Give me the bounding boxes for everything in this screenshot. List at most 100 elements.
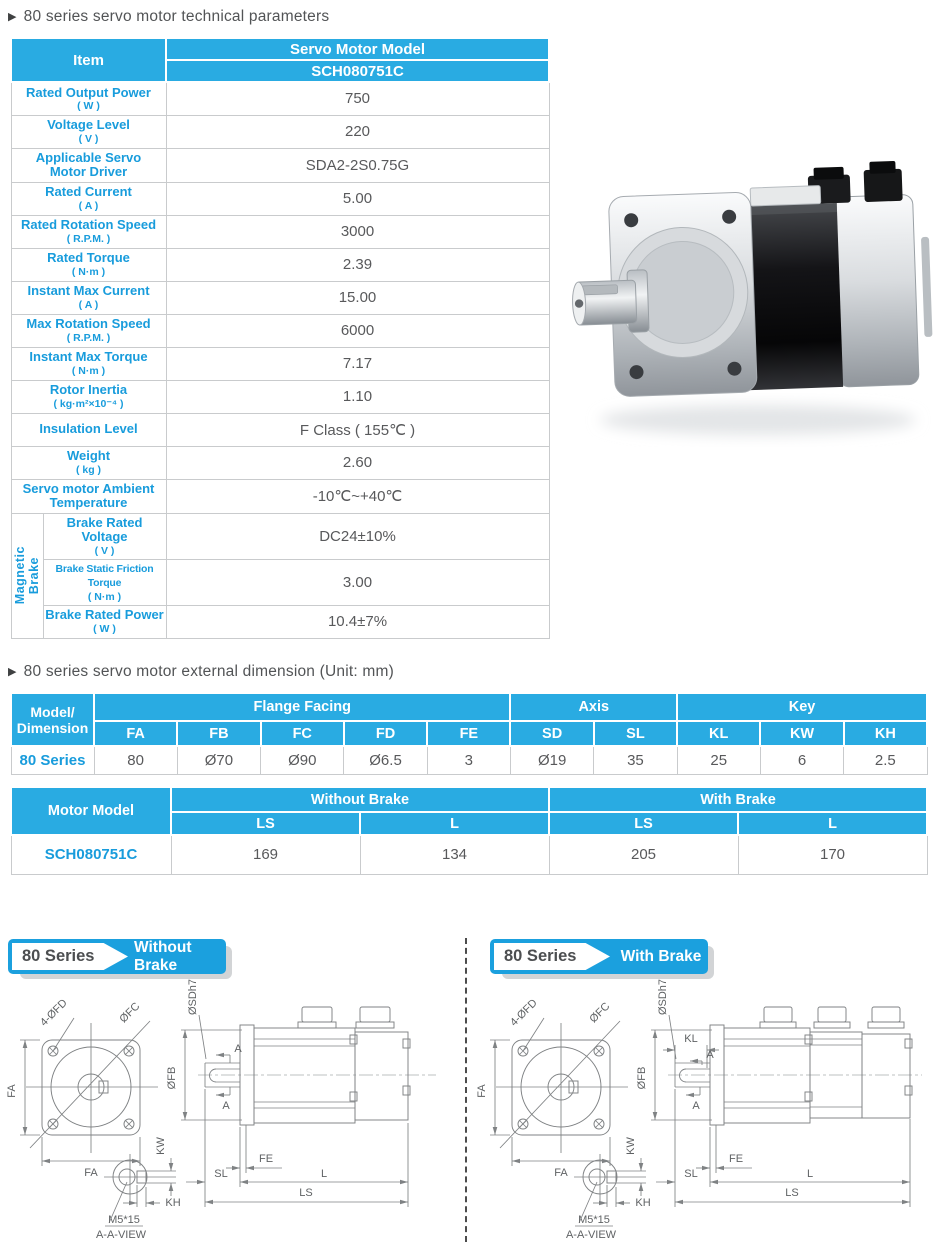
tech-row-label: Instant Max Current( A ) (10, 280, 167, 315)
section-bullet-icon: ▶ (8, 666, 17, 678)
dim-label-l: L (807, 1168, 813, 1180)
tech-table-row: Rated Torque( N·m ) 2.39 (10, 247, 550, 282)
dim-label-m5: M5*15 (108, 1214, 140, 1226)
tech-table-row: Max Rotation Speed( R.P.M. ) 6000 (10, 313, 550, 348)
brake-col-header: L (737, 811, 928, 836)
drawing-divider (465, 938, 467, 1242)
drawing-with-brake: 4-ØFD ØFC FA FA ØSDh7 ØFB A FE SL KL A L LS KW KH M5*15… (476, 979, 922, 1241)
tech-row-label-text: Rated Current (45, 184, 132, 200)
tech-row-unit: ( V ) (78, 132, 99, 145)
tech-row-label: Rotor Inertia( kg·m²×10⁻⁴ ) (10, 379, 167, 414)
tech-row-value: 6000 (165, 313, 550, 348)
brake-data-row: SCH080751C 169 134 205 170 (10, 834, 928, 875)
dim-value-cell: 6 (759, 745, 845, 775)
brake-value-cell: 169 (170, 834, 361, 875)
tech-row-label-text: Brake Static Friction Torque (55, 562, 154, 590)
tech-row-label: Servo motor Ambient Temperature (10, 478, 167, 514)
section-title-dimension: ▶ 80 series servo motor external dimensio… (8, 663, 394, 681)
dim-label-kw: KW (625, 1137, 637, 1155)
dim-label-a: A (234, 1043, 242, 1055)
tech-row-unit: ( A ) (78, 199, 99, 212)
tech-row-value: DC24±10% (165, 512, 550, 560)
brake-col-header: LS (548, 811, 739, 836)
tech-row-value: 2.60 (165, 445, 550, 480)
tech-row-label-text: Instant Max Current (27, 283, 150, 299)
tech-header-item: Item (10, 37, 167, 83)
brake-group-with: With Brake (548, 786, 928, 813)
tech-table-row: Voltage Level( V ) 220 (10, 114, 550, 149)
dim-label-sdh7: ØSDh7 (187, 979, 199, 1015)
banner-series-label: 80 Series (12, 943, 128, 970)
dim-row-label: 80 Series (10, 745, 95, 775)
tech-row-label-text: Servo motor Ambient (22, 480, 155, 496)
dim-label-fa: FA (6, 1084, 18, 1098)
dim-label-fd: 4-ØFD (508, 997, 540, 1029)
dim-group-flange: Flange Facing (92, 692, 512, 722)
dim-label-kl: KL (684, 1033, 697, 1045)
tech-row-label-text: Temperature (49, 495, 128, 510)
dim-label-fc: ØFC (587, 1000, 612, 1025)
tech-row-unit: ( V ) (94, 544, 115, 557)
servo-motor-photo (572, 161, 933, 435)
dim-data-row: 80 Series 80 Ø70 Ø90 Ø6.5 3 Ø19 35 25 6 2.5 (10, 745, 928, 775)
tech-row-value: 5.00 (165, 181, 550, 216)
tech-row-label: Insulation Level (10, 412, 167, 447)
dim-label-fe: FE (729, 1153, 743, 1165)
tech-table-row: Rated Output Power( W ) 750 (10, 81, 550, 116)
tech-table-row: Rated Rotation Speed( R.P.M. ) 3000 (10, 214, 550, 249)
tech-table-brake-row: Brake Static Friction Torque( N·m ) 3.00 (11, 558, 550, 606)
dim-value-cell: 2.5 (843, 745, 928, 775)
dim-label-sdh7: ØSDh7 (657, 979, 669, 1015)
drawing-without-brake: 4-ØFD ØFC FA FA ØSDh7 ØFB A FE SL A L LS KW KH M5*15 A-… (6, 979, 436, 1241)
dim-label-kw: KW (155, 1137, 167, 1155)
dim-value-cell: 35 (593, 745, 678, 775)
dim-label-a: A (706, 1049, 714, 1061)
tech-row-unit: ( N·m ) (71, 265, 106, 278)
tech-row-label: Voltage Level( V ) (10, 114, 167, 149)
banner-series-label: 80 Series (494, 943, 610, 970)
dim-label-fb: ØFB (636, 1067, 648, 1090)
tech-row-label: Brake Rated Voltage( V ) (42, 512, 167, 560)
tech-table-row: Rated Current( A ) 5.00 (10, 181, 550, 216)
tech-table-row: Rotor Inertia( kg·m²×10⁻⁴ ) 1.10 (10, 379, 550, 414)
magnetic-brake-word: Brake (27, 556, 41, 595)
tech-row-label: Weight( kg ) (10, 445, 167, 480)
tech-row-value: 3000 (165, 214, 550, 249)
dim-value-cell: Ø70 (176, 745, 262, 775)
dim-value-cell: Ø19 (509, 745, 595, 775)
tech-row-unit: ( N·m ) (87, 590, 122, 603)
dimension-table: Model/Dimension Flange Facing Axis Key F… (10, 692, 929, 775)
tech-row-label-text: Max Rotation Speed (26, 316, 151, 332)
section-title-text: 80 series servo motor technical paramete… (23, 8, 330, 25)
dim-label-fd: 4-ØFD (38, 997, 70, 1029)
tech-row-label-text: Instant Max Torque (29, 349, 148, 365)
tech-row-value: F Class ( 155℃ ) (165, 412, 550, 447)
banner-without-brake: 80 Series Without Brake (8, 939, 240, 981)
tech-row-label: Rated Output Power( W ) (10, 81, 167, 116)
dim-value-cell: 3 (426, 745, 511, 775)
tech-table-row: Weight( kg ) 2.60 (10, 445, 550, 480)
dim-label-kh: KH (165, 1197, 180, 1209)
tech-row-value: -10℃~+40℃ (165, 478, 550, 514)
tech-table-row: Insulation Level F Class ( 155℃ ) (10, 412, 550, 447)
magnetic-brake-group-label: Magnetic Brake (10, 512, 44, 639)
dim-label-l: L (321, 1168, 327, 1180)
tech-row-unit: ( W ) (77, 100, 100, 112)
tech-row-label-text: Rated Output Power (26, 84, 151, 100)
dim-group-key: Key (676, 692, 928, 722)
tech-row-label-text: Weight (66, 448, 111, 464)
banner-body: 80 Series Without Brake (8, 939, 226, 974)
tech-row-unit: ( kg ) (75, 463, 102, 476)
tech-row-value: 220 (165, 114, 550, 149)
dim-label-view: A-A-VIEW (566, 1229, 617, 1241)
tech-table-brake-row: Magnetic Brake Brake Rated Voltage( V ) DC2… (10, 512, 550, 639)
dim-col-header: FB (176, 720, 262, 747)
dim-label-a: A (692, 1100, 700, 1112)
tech-row-value: 3.00 (165, 558, 550, 606)
tech-row-label-text: Motor Driver (49, 164, 128, 179)
tech-table-row: Applicable Servo Motor Driver SDA2-2S0.75G (10, 147, 550, 183)
dim-value-cell: Ø6.5 (343, 745, 428, 775)
tech-row-value: 10.4±7% (165, 604, 550, 639)
tech-row-label-text: Brake Rated Voltage (66, 514, 143, 544)
